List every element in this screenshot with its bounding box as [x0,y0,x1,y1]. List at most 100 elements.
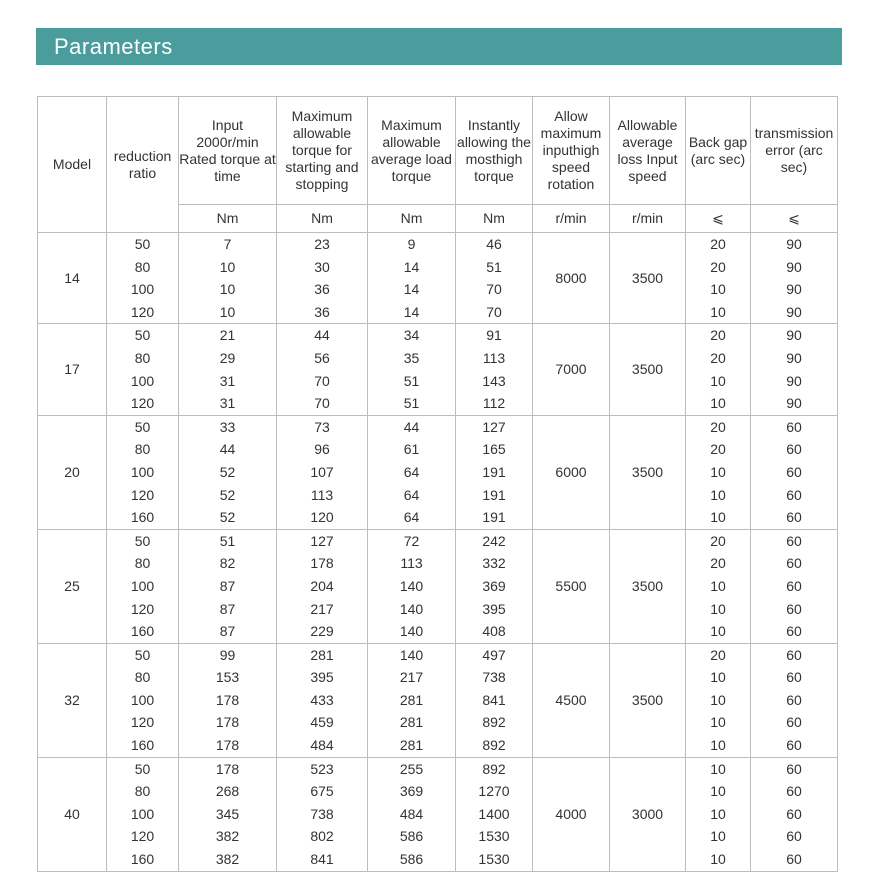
data-row: 160 52 120 64 191 10 60 [38,506,838,530]
data-cell: 408 [455,620,533,644]
column-header: Maximum allowable average load torque [367,96,456,205]
data-cell: 204 [276,574,368,598]
data-cell: 44 [178,438,277,461]
data-cell: 20 [685,438,751,461]
column-header: Instantly allowing the mosthigh torque [455,96,533,205]
data-cell: 60 [750,414,838,439]
model-cell: 32 [37,642,107,758]
data-cell: 70 [455,300,533,324]
speed-cell: 6000 [532,414,610,530]
data-cell: 345 [178,802,277,826]
data-cell: 10 [685,780,751,803]
data-cell: 586 [367,825,456,849]
data-cell: 10 [685,597,751,621]
data-cell: 120 [106,597,179,621]
data-cell: 73 [276,414,368,439]
data-cell: 31 [178,392,277,416]
data-cell: 87 [178,620,277,644]
data-cell: 382 [178,848,277,872]
data-cell: 10 [685,574,751,598]
data-cell: 50 [106,642,179,667]
data-cell: 1530 [455,825,533,849]
data-cell: 20 [685,552,751,575]
column-header: Input 2000r/min Rated torque at time [178,96,277,205]
data-cell: 80 [106,552,179,575]
table-header: Model reduction ratio Input 2000r/min Rate… [37,96,838,233]
data-cell: 10 [685,620,751,644]
data-cell: 484 [367,802,456,826]
data-cell: 60 [750,528,838,553]
speed-cell: 8000 [532,231,610,325]
data-cell: 1400 [455,802,533,826]
data-cell: 90 [750,346,838,370]
data-cell: 178 [178,688,277,712]
data-cell: 87 [178,597,277,621]
data-cell: 484 [276,734,368,758]
data-cell: 892 [455,734,533,758]
data-cell: 64 [367,460,456,484]
data-cell: 143 [455,369,533,393]
column-header: transmission error (arc sec) [750,96,838,205]
data-cell: 268 [178,780,277,803]
data-cell: 459 [276,711,368,735]
data-cell: 70 [455,278,533,301]
data-cell: 29 [178,346,277,370]
data-row: 14 50 7 23 9 46 8000 3500 20 90 [37,231,838,325]
data-cell: 191 [455,460,533,484]
data-cell: 675 [276,780,368,803]
data-cell: 10 [178,255,277,279]
data-row: 100 345 738 484 1400 10 60 [38,802,838,826]
data-cell: 332 [455,552,533,575]
data-cell: 191 [455,483,533,507]
data-cell: 20 [685,231,751,256]
data-cell: 91 [455,323,533,347]
data-cell: 44 [367,414,456,439]
data-cell: 31 [178,369,277,393]
data-cell: 60 [750,756,838,781]
unit-cell: Nm [367,204,456,233]
data-cell: 50 [106,231,179,256]
data-cell: 20 [685,346,751,370]
data-cell: 87 [178,574,277,598]
data-cell: 120 [106,300,179,324]
data-cell: 892 [455,711,533,735]
data-cell: 82 [178,552,277,575]
data-cell: 100 [106,278,179,301]
data-row: 100 10 36 14 70 10 90 [38,278,838,301]
data-cell: 10 [685,711,751,735]
data-cell: 1270 [455,780,533,803]
column-header: Back gap (arc sec) [685,96,751,205]
column-header: Allow maximum inputhigh speed rotation [532,96,610,205]
data-cell: 50 [106,414,179,439]
data-cell: 52 [178,460,277,484]
data-cell: 281 [367,711,456,735]
title-bar: Parameters [36,28,842,65]
data-cell: 70 [276,392,368,416]
data-cell: 10 [685,688,751,712]
speed-cell: 3500 [609,528,686,644]
data-cell: 160 [106,848,179,872]
data-cell: 34 [367,323,456,347]
data-cell: 10 [685,392,751,416]
data-cell: 36 [276,278,368,301]
data-cell: 61 [367,438,456,461]
data-cell: 160 [106,734,179,758]
data-cell: 10 [685,460,751,484]
column-header: reduction ratio [106,96,179,233]
data-row: 160 87 229 140 408 10 60 [38,620,838,644]
model-cell: 25 [37,528,107,644]
data-cell: 51 [367,392,456,416]
data-cell: 44 [276,323,368,347]
data-cell: 100 [106,688,179,712]
data-row: 80 82 178 113 332 20 60 [38,552,838,575]
column-header: Model [37,96,107,233]
data-cell: 10 [178,300,277,324]
data-cell: 80 [106,346,179,370]
data-row: 40 50 178 523 255 892 4000 3000 10 60 [37,756,838,872]
data-cell: 586 [367,848,456,872]
data-row: 100 31 70 51 143 10 90 [38,369,838,393]
data-cell: 21 [178,323,277,347]
speed-cell: 4500 [532,642,610,758]
data-cell: 14 [367,300,456,324]
data-cell: 242 [455,528,533,553]
